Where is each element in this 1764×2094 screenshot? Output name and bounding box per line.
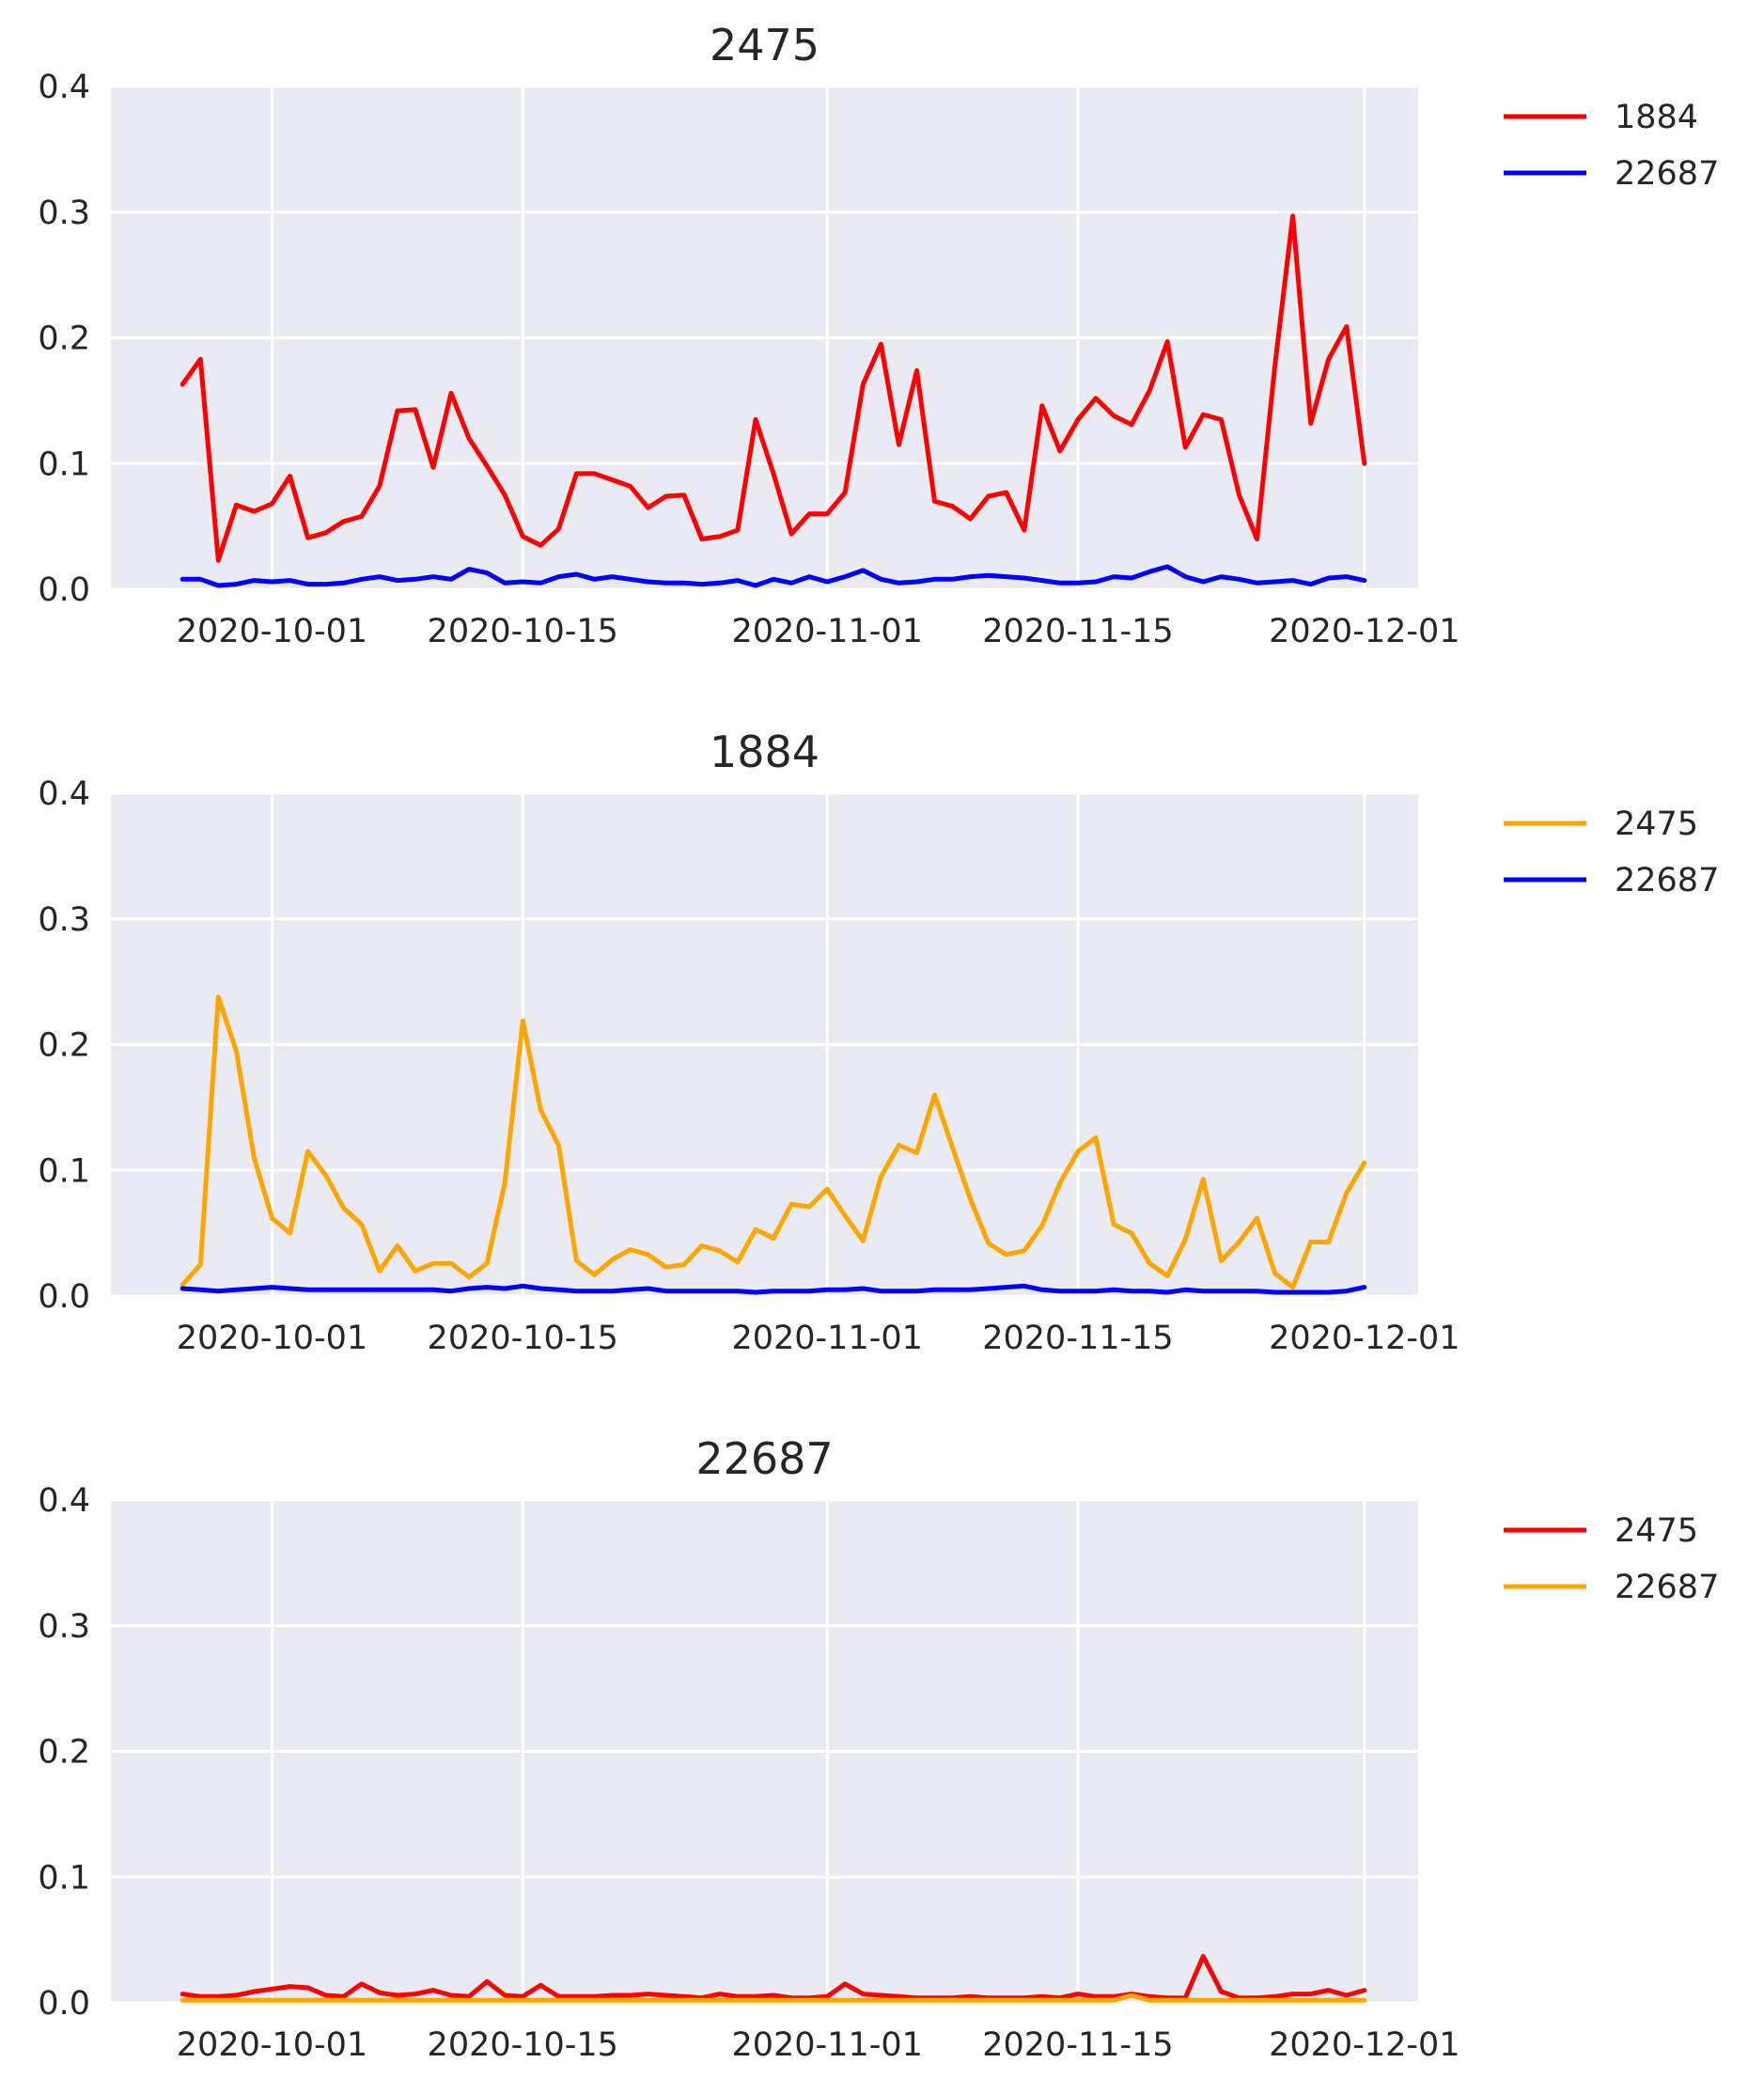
chart-panel-1: 0.0 0.1 0.2 0.3 0.4 2020-10-01 2020-10-15 2020-… <box>38 727 1719 1357</box>
legend: 2475 22687 <box>1504 805 1719 899</box>
x-tick-label: 2020-11-01 <box>731 2026 922 2064</box>
series-line-22687 <box>180 564 1367 588</box>
y-tick-label: 0.1 <box>38 1859 90 1897</box>
legend: 1884 22687 <box>1504 99 1719 193</box>
y-tick-label: 0.0 <box>38 571 90 609</box>
x-tick-label: 2020-10-01 <box>177 613 367 650</box>
x-tick-label: 2020-12-01 <box>1269 1320 1460 1357</box>
y-tick-label: 0.2 <box>38 1027 90 1065</box>
x-tick-label: 2020-10-01 <box>177 2026 367 2064</box>
x-tick-label: 2020-10-01 <box>177 1320 367 1357</box>
x-tick-label: 2020-12-01 <box>1269 2026 1460 2064</box>
y-tick-label: 0.3 <box>38 1608 90 1646</box>
x-tick-label: 2020-11-15 <box>982 613 1173 650</box>
chart-title: 22687 <box>695 1433 833 1484</box>
legend-label: 22687 <box>1615 155 1719 193</box>
series-line-1884 <box>180 213 1367 563</box>
chart-title: 2475 <box>710 20 820 70</box>
x-tick-label: 2020-10-15 <box>428 1320 618 1357</box>
x-tick-label: 2020-12-01 <box>1269 613 1460 650</box>
series-line-2475 <box>180 994 1367 1290</box>
series-line-22687 <box>180 1283 1367 1295</box>
chart-panel-2: 0.0 0.1 0.2 0.3 0.4 2020-10-01 2020-10-15 2020-… <box>38 1433 1719 2064</box>
y-tick-label: 0.3 <box>38 901 90 939</box>
legend-label: 1884 <box>1615 99 1698 136</box>
x-tick-label: 2020-10-15 <box>428 2026 618 2064</box>
y-tick-label: 0.1 <box>38 445 90 483</box>
y-tick-label: 0.0 <box>38 1278 90 1316</box>
series-line-2475 <box>180 1954 1367 2001</box>
x-tick-label: 2020-11-15 <box>982 2026 1173 2064</box>
legend-label: 2475 <box>1615 805 1698 843</box>
x-tick-label: 2020-10-15 <box>428 613 618 650</box>
legend-label: 22687 <box>1615 1569 1719 1606</box>
chart-panel-0: 0.0 0.1 0.2 0.3 0.4 2020-10-01 2020-10-15 2020-… <box>38 20 1719 650</box>
x-tick-label: 2020-11-15 <box>982 1320 1173 1357</box>
y-tick-label: 0.3 <box>38 195 90 232</box>
y-tick-label: 0.4 <box>38 69 90 106</box>
series-line-22687 <box>180 1992 1367 2003</box>
chart-title: 1884 <box>710 727 820 777</box>
legend-label: 22687 <box>1615 862 1719 899</box>
legend: 2475 22687 <box>1504 1512 1719 1606</box>
x-tick-label: 2020-11-01 <box>731 613 922 650</box>
y-tick-label: 0.2 <box>38 320 90 358</box>
y-tick-label: 0.1 <box>38 1152 90 1190</box>
y-tick-label: 0.4 <box>38 775 90 813</box>
y-tick-label: 0.4 <box>38 1482 90 1520</box>
x-tick-label: 2020-11-01 <box>731 1320 922 1357</box>
y-tick-label: 0.2 <box>38 1734 90 1772</box>
legend-label: 2475 <box>1615 1512 1698 1550</box>
y-tick-label: 0.0 <box>38 1985 90 2023</box>
